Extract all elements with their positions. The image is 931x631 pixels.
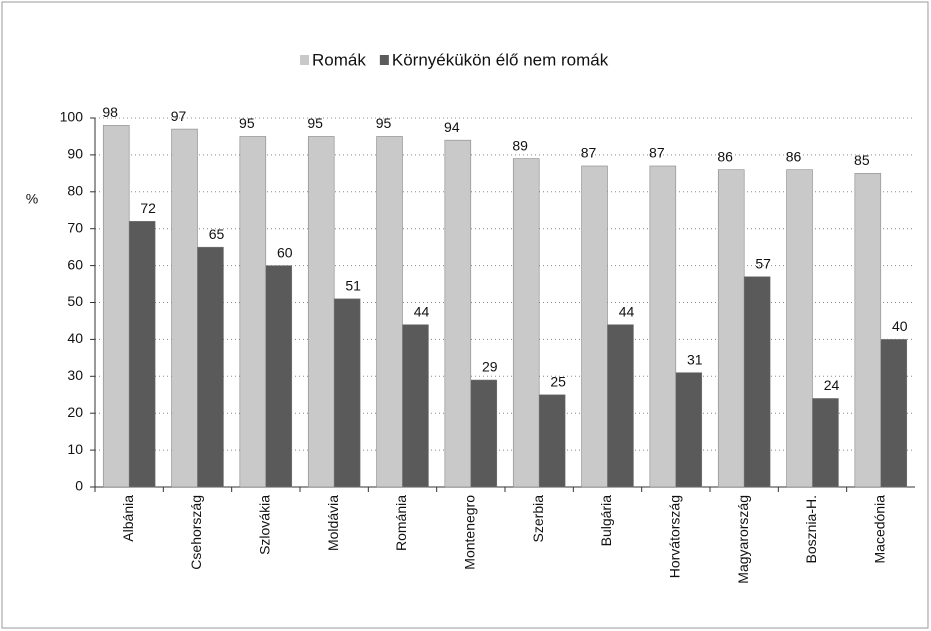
bar	[102, 125, 130, 488]
bar	[717, 169, 745, 488]
legend-swatch	[300, 55, 309, 65]
data-label: 95	[307, 115, 323, 131]
x-tick-label: Magyarország	[735, 495, 751, 584]
y-tick-label: 90	[67, 146, 83, 162]
bar	[470, 379, 498, 488]
y-tick-label: 80	[67, 183, 83, 199]
data-label: 98	[102, 104, 118, 120]
y-tick-label: 30	[67, 367, 83, 383]
data-label: 87	[581, 145, 597, 161]
y-tick-label: 20	[67, 404, 83, 420]
bar	[197, 246, 224, 488]
data-label: 87	[649, 145, 665, 161]
bar	[581, 165, 608, 488]
y-tick-label: 100	[60, 109, 84, 125]
bar	[171, 128, 198, 488]
data-label: 65	[209, 226, 225, 242]
legend-swatch	[379, 55, 389, 65]
bar	[812, 398, 839, 488]
data-label: 44	[619, 303, 635, 319]
x-tick-label: Albánia	[120, 495, 136, 542]
x-tick-label: Macedónia	[872, 495, 888, 564]
data-label: 95	[376, 115, 392, 131]
y-tick-label: 60	[67, 256, 83, 272]
x-tick-label: Moldávia	[325, 495, 341, 551]
x-tick-label: Bulgária	[598, 495, 614, 547]
data-label: 86	[786, 148, 802, 164]
data-label: 60	[277, 244, 293, 260]
bar	[607, 324, 634, 488]
x-tick-label: Szlovákia	[257, 495, 273, 555]
bar	[307, 136, 335, 488]
y-tick-label: 50	[67, 293, 83, 309]
y-tick-label: 40	[67, 330, 83, 346]
x-tick-label: Horvátország	[667, 495, 683, 578]
data-label: 40	[892, 318, 908, 334]
bar	[333, 298, 361, 488]
x-tick-label: Csehország	[188, 495, 204, 570]
bar	[649, 165, 677, 488]
bar	[675, 372, 703, 488]
legend-label: Környékükön élő nem romák	[392, 50, 609, 69]
bar	[512, 158, 540, 488]
x-tick-label: Bosznia-H.	[803, 495, 819, 563]
bar	[239, 136, 267, 488]
data-label: 29	[482, 359, 498, 375]
data-label: 94	[444, 119, 460, 135]
data-label: 44	[414, 303, 430, 319]
bar	[854, 173, 882, 488]
data-label: 72	[140, 200, 156, 216]
bar	[786, 169, 813, 488]
bar	[743, 276, 771, 488]
bar	[265, 265, 293, 488]
bar	[376, 136, 403, 488]
data-label: 24	[824, 377, 840, 393]
legend-label: Romák	[312, 50, 366, 69]
y-tick-label: 70	[67, 219, 83, 235]
bar	[444, 139, 472, 488]
data-label: 89	[512, 137, 528, 153]
data-label: 57	[755, 255, 771, 271]
x-tick-label: Montenegro	[462, 495, 478, 570]
data-label: 86	[717, 148, 733, 164]
data-label: 25	[550, 373, 566, 389]
y-tick-label: 10	[67, 441, 83, 457]
data-label: 85	[854, 152, 870, 168]
bar	[402, 324, 429, 488]
data-label: 97	[171, 108, 187, 124]
data-label: 51	[345, 278, 361, 294]
x-tick-label: Szerbia	[530, 495, 546, 543]
bar	[538, 394, 566, 488]
bar	[128, 221, 156, 488]
x-tick-label: Románia	[393, 495, 409, 551]
bar	[880, 339, 908, 488]
y-axis-label: %	[26, 191, 38, 207]
data-label: 31	[687, 351, 703, 367]
y-tick-label: 0	[75, 478, 83, 494]
data-label: 95	[239, 115, 255, 131]
